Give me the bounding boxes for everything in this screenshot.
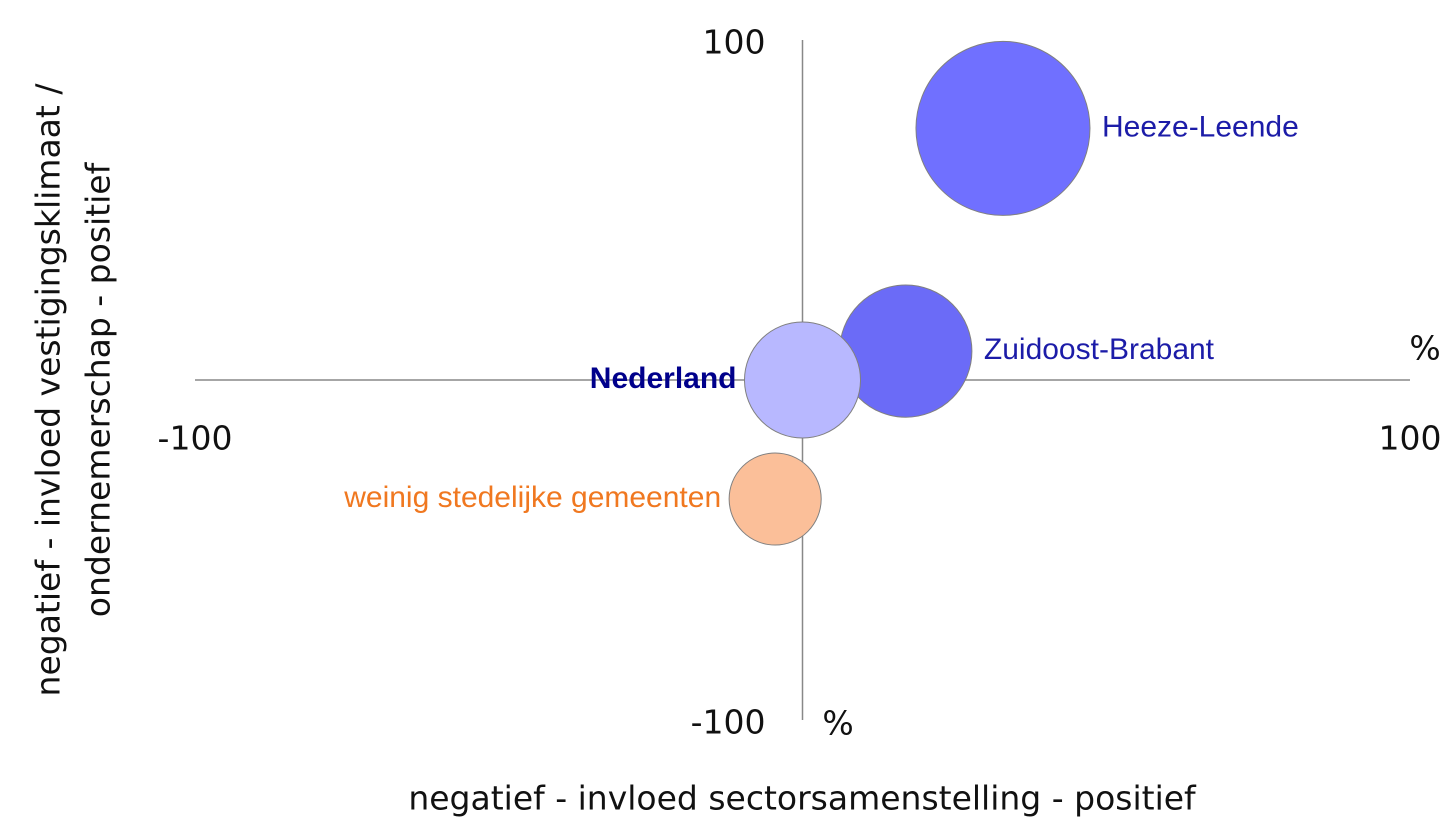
- x-unit: %: [1409, 329, 1440, 368]
- x-tick-label: 100: [1379, 419, 1442, 458]
- y-tick-label: 100: [703, 23, 766, 62]
- y-unit: %: [822, 704, 853, 743]
- bubble-label: Heeze-Leende: [1102, 110, 1299, 143]
- x-axis-title: negatief - invloed sectorsamenstelling -…: [408, 779, 1197, 818]
- bubble: [744, 321, 861, 439]
- bubble: [728, 452, 822, 546]
- x-tick-label: -100: [158, 419, 233, 458]
- bubble-label: weinig stedelijke gemeenten: [343, 481, 721, 514]
- y-axis-title: ondernemerschap - positief: [79, 161, 118, 617]
- bubble: [839, 284, 973, 418]
- bubble: [915, 40, 1091, 216]
- bubble-label: Zuidoost-Brabant: [984, 333, 1215, 366]
- y-tick-label: -100: [691, 703, 766, 742]
- y-axis-title: negatief - invloed vestigingsklimaat /: [29, 83, 68, 697]
- bubble-label: Nederland: [590, 362, 737, 395]
